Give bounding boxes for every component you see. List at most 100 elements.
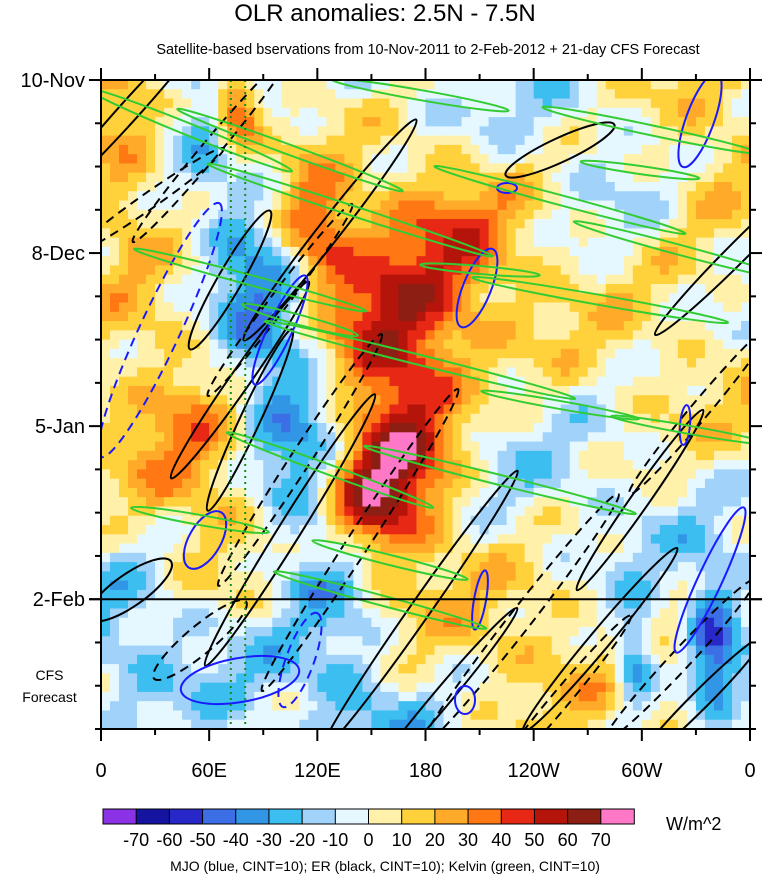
heat-cell [290,376,300,387]
heat-cell [524,89,535,100]
heat-cell [182,432,192,443]
heat-cell [632,691,643,702]
heat-cell [443,664,454,674]
heat-cell [335,487,345,498]
heat-cell [218,543,228,554]
heat-cell [119,172,129,183]
heat-cell [281,664,291,674]
heat-cell [146,654,156,665]
heat-cell [506,543,517,554]
heat-cell [407,376,418,387]
heat-cell [533,404,544,415]
heat-cell [686,237,697,248]
heat-cell [497,330,508,341]
heat-cell [299,580,309,591]
heat-cell [173,98,183,109]
heat-cell [389,228,400,239]
heat-cell [155,256,165,267]
heat-cell [299,497,309,508]
heat-cell [506,589,517,600]
heat-cell [686,571,697,582]
heat-cell [686,673,697,684]
heat-cell [308,543,318,554]
heat-cell [119,80,129,90]
heat-cell [542,478,553,489]
heat-cell [650,534,661,545]
heat-cell [497,552,508,563]
heat-cell [110,144,120,155]
heat-cell [119,627,129,637]
heat-cell [389,515,400,526]
heat-cell [524,321,535,331]
heat-cell [263,191,273,202]
heat-cell [722,460,733,470]
heat-cell [551,163,562,174]
heat-cell [326,534,336,545]
heat-cell [101,154,111,165]
heat-cell [389,589,400,600]
heat-cell [713,246,724,257]
heat-cell [641,515,652,526]
heat-cell [353,89,363,100]
heat-cell [614,543,625,554]
heat-cell [659,506,670,517]
heat-cell [191,302,201,313]
heat-cell [146,228,156,239]
heat-cell [299,710,309,721]
heat-cell [605,358,616,369]
heat-cell [515,89,526,100]
heat-cell [695,543,706,554]
heat-cell [740,144,750,155]
heat-cell [524,450,535,461]
heat-cell [344,608,354,619]
heat-cell [110,460,120,470]
heat-cell [272,534,282,545]
heat-cell [281,691,291,702]
heat-cell [398,117,409,127]
heat-cell [155,172,165,183]
heat-cell [731,219,742,229]
heat-cell [317,80,327,90]
heat-cell [137,469,147,480]
heat-cell [668,589,679,600]
heat-cell [326,525,336,535]
heat-cell [740,497,750,508]
heat-cell [119,311,129,322]
heat-cell [506,627,517,637]
heat-cell [479,228,490,239]
heat-cell [344,144,354,155]
heat-cell [281,154,291,165]
heat-cell [317,599,327,610]
heat-cell [434,487,445,498]
heat-cell [209,237,219,248]
heat-cell [191,395,201,406]
heat-cell [362,246,373,257]
heat-cell [218,181,228,192]
heat-cell [569,107,580,118]
heat-cell [272,654,282,665]
heat-cell [317,321,327,331]
heat-cell [416,691,427,702]
heat-cell [659,478,670,489]
heat-cell [470,515,481,526]
heat-cell [650,209,661,220]
heat-cell [326,710,336,721]
heat-cell [317,432,327,443]
heat-cell [686,339,697,350]
heat-cell [461,256,472,267]
heat-cell [200,376,210,387]
heat-cell [209,385,219,396]
heat-cell [335,534,345,545]
heat-cell [407,487,418,498]
heat-cell [722,710,733,721]
heat-cell [443,274,454,285]
heat-cell [560,710,571,721]
heat-cell [281,376,291,387]
heat-cell [389,691,400,702]
heat-cell [344,701,354,712]
heat-cell [227,107,237,118]
heat-cell [569,562,580,572]
heat-cell [479,636,490,647]
heat-cell [326,302,336,313]
heat-cell [488,664,499,674]
